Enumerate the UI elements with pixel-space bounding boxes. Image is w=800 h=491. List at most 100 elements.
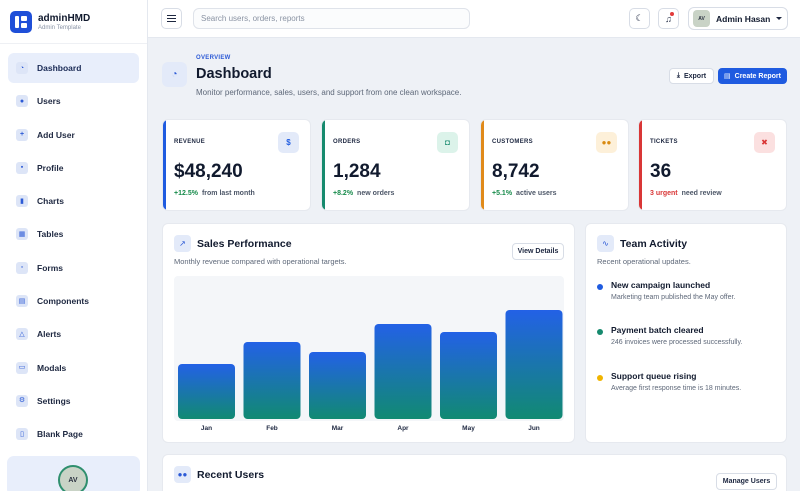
charts-icon: ▮ xyxy=(16,195,28,208)
sidebar-item-label: Tables xyxy=(37,229,64,240)
x-tick-label: Apr xyxy=(397,425,409,432)
sidebar-item-add-user[interactable]: + Add User xyxy=(8,120,139,150)
tables-icon: ▦ xyxy=(16,228,28,241)
customers-icon: ●● xyxy=(596,132,617,153)
sidebar-item-tables[interactable]: ▦ Tables xyxy=(8,219,139,249)
trend-chart-icon: ↗ xyxy=(174,235,191,252)
activity-icon: ∿ xyxy=(597,235,614,252)
activity-desc: Marketing team published the May offer. xyxy=(611,294,736,301)
bar-feb[interactable] xyxy=(243,342,301,419)
menu-toggle-button[interactable] xyxy=(161,8,182,29)
user-menu-button[interactable]: AV Admin Hasan xyxy=(688,7,788,30)
stat-card-orders: ORDERS ◘ 1,284 +8.2% new orders xyxy=(321,119,470,211)
stat-footer: +8.2% new orders xyxy=(333,190,394,197)
stat-accent-bar xyxy=(639,120,642,210)
x-tick-label: May xyxy=(462,425,475,432)
stat-label: ORDERS xyxy=(333,139,361,145)
sidebar-user-card[interactable]: AV xyxy=(7,456,140,491)
dollar-icon: $ xyxy=(278,132,299,153)
create-report-button[interactable]: ▤ Create Report xyxy=(718,68,787,84)
moon-icon: ☾ xyxy=(635,13,644,23)
theme-toggle-button[interactable]: ☾ xyxy=(629,8,650,29)
panel-title: Team Activity xyxy=(620,238,688,250)
sidebar-item-label: Modals xyxy=(37,362,67,373)
stat-card-customers: CUSTOMERS ●● 8,742 +5.1% active users xyxy=(480,119,629,211)
sidebar-item-forms[interactable]: ▫ Forms xyxy=(8,253,139,283)
dashboard-icon: ◔ xyxy=(16,62,28,74)
team-activity-panel: ∿ Team Activity Recent operational updat… xyxy=(585,223,787,443)
activity-title: New campaign launched xyxy=(611,280,711,290)
bag-icon: ◘ xyxy=(437,132,458,153)
sidebar-item-modals[interactable]: ▭ Modals xyxy=(8,353,139,383)
hamburger-icon xyxy=(167,17,176,20)
bar-jan[interactable] xyxy=(178,364,235,419)
export-label: Export xyxy=(683,72,707,80)
stat-footer: +12.5% from last month xyxy=(174,190,255,197)
notification-dot xyxy=(670,12,674,16)
recent-users-panel: ●● Recent Users Manage Users xyxy=(162,454,787,491)
stat-label: TICKETS xyxy=(650,139,678,145)
sidebar-item-users[interactable]: ● Users xyxy=(8,86,139,116)
stat-card-revenue: REVENUE $ $48,240 +12.5% from last month xyxy=(162,119,311,211)
users-icon: ●● xyxy=(174,466,191,483)
stat-footer: 3 urgent need review xyxy=(650,190,722,197)
stat-accent-bar xyxy=(322,120,325,210)
x-tick-label: Mar xyxy=(332,425,344,432)
manage-users-button[interactable]: Manage Users xyxy=(716,473,777,490)
user-name: Admin Hasan xyxy=(716,13,771,24)
notifications-button[interactable]: ♫ xyxy=(658,8,679,29)
sidebar-item-label: Users xyxy=(37,96,61,107)
sidebar-item-label: Forms xyxy=(37,262,63,273)
stat-value: 1,284 xyxy=(333,161,381,182)
stat-delta: 3 urgent xyxy=(650,190,678,197)
stat-note: need review xyxy=(681,190,722,197)
panel-title: Recent Users xyxy=(197,469,265,481)
stat-note: new orders xyxy=(357,190,395,197)
bar-may[interactable] xyxy=(440,332,497,419)
sidebar-item-label: Components xyxy=(37,296,89,307)
view-details-button[interactable]: View Details xyxy=(512,243,564,260)
download-icon: ⤓ xyxy=(676,72,680,79)
brand-logo-icon xyxy=(10,10,32,33)
search-input[interactable] xyxy=(193,8,470,29)
stat-value: $48,240 xyxy=(174,161,243,182)
sidebar-item-components[interactable]: ▤ Components xyxy=(8,286,139,316)
x-tick-label: Jan xyxy=(201,425,212,432)
activity-title: Payment batch cleared xyxy=(611,325,704,335)
bar-mar[interactable] xyxy=(309,352,366,419)
sidebar-item-profile[interactable]: ▪ Profile xyxy=(8,153,139,183)
bar-jun[interactable] xyxy=(505,310,563,419)
panel-subtitle: Monthly revenue compared with operationa… xyxy=(174,257,347,266)
sidebar-item-label: Charts xyxy=(37,196,64,207)
bell-icon: ♫ xyxy=(665,13,672,24)
sidebar-item-settings[interactable]: ⚙ Settings xyxy=(8,386,139,416)
avatar: AV xyxy=(693,10,710,27)
sidebar: adminHMD Admin Template ◔ Dashboard ● Us… xyxy=(0,0,148,491)
sidebar-item-blank-page[interactable]: ▯ Blank Page xyxy=(8,419,139,449)
page-subtitle: Monitor performance, sales, users, and s… xyxy=(196,88,462,97)
x-tick-label: Jun xyxy=(528,425,540,432)
stat-accent-bar xyxy=(163,120,166,210)
sidebar-item-charts[interactable]: ▮ Charts xyxy=(8,186,139,216)
panel-title: Sales Performance xyxy=(197,238,292,250)
page-overline: OVERVIEW xyxy=(196,55,231,61)
sales-performance-panel: ↗ Sales Performance Monthly revenue comp… xyxy=(162,223,575,443)
settings-icon: ⚙ xyxy=(16,394,28,407)
activity-desc: Average first response time is 18 minute… xyxy=(611,385,742,392)
speedometer-icon: ◔ xyxy=(162,62,187,87)
sidebar-item-alerts[interactable]: △ Alerts xyxy=(8,319,139,349)
sidebar-item-dashboard[interactable]: ◔ Dashboard xyxy=(8,53,139,83)
blank-page-icon: ▯ xyxy=(16,428,28,441)
export-button[interactable]: ⤓ Export xyxy=(669,68,714,84)
chevron-down-icon xyxy=(776,17,783,20)
ticket-icon: ✖ xyxy=(754,132,775,153)
stat-value: 36 xyxy=(650,161,672,182)
bar-apr[interactable] xyxy=(374,324,432,419)
stat-note: from last month xyxy=(201,190,255,197)
alerts-icon: △ xyxy=(16,328,28,341)
profile-icon: ▪ xyxy=(16,161,28,174)
activity-dot xyxy=(597,329,603,335)
brand[interactable]: adminHMD Admin Template xyxy=(0,0,147,44)
stat-note: active users xyxy=(516,190,557,197)
stat-delta: +5.1% xyxy=(492,190,513,197)
